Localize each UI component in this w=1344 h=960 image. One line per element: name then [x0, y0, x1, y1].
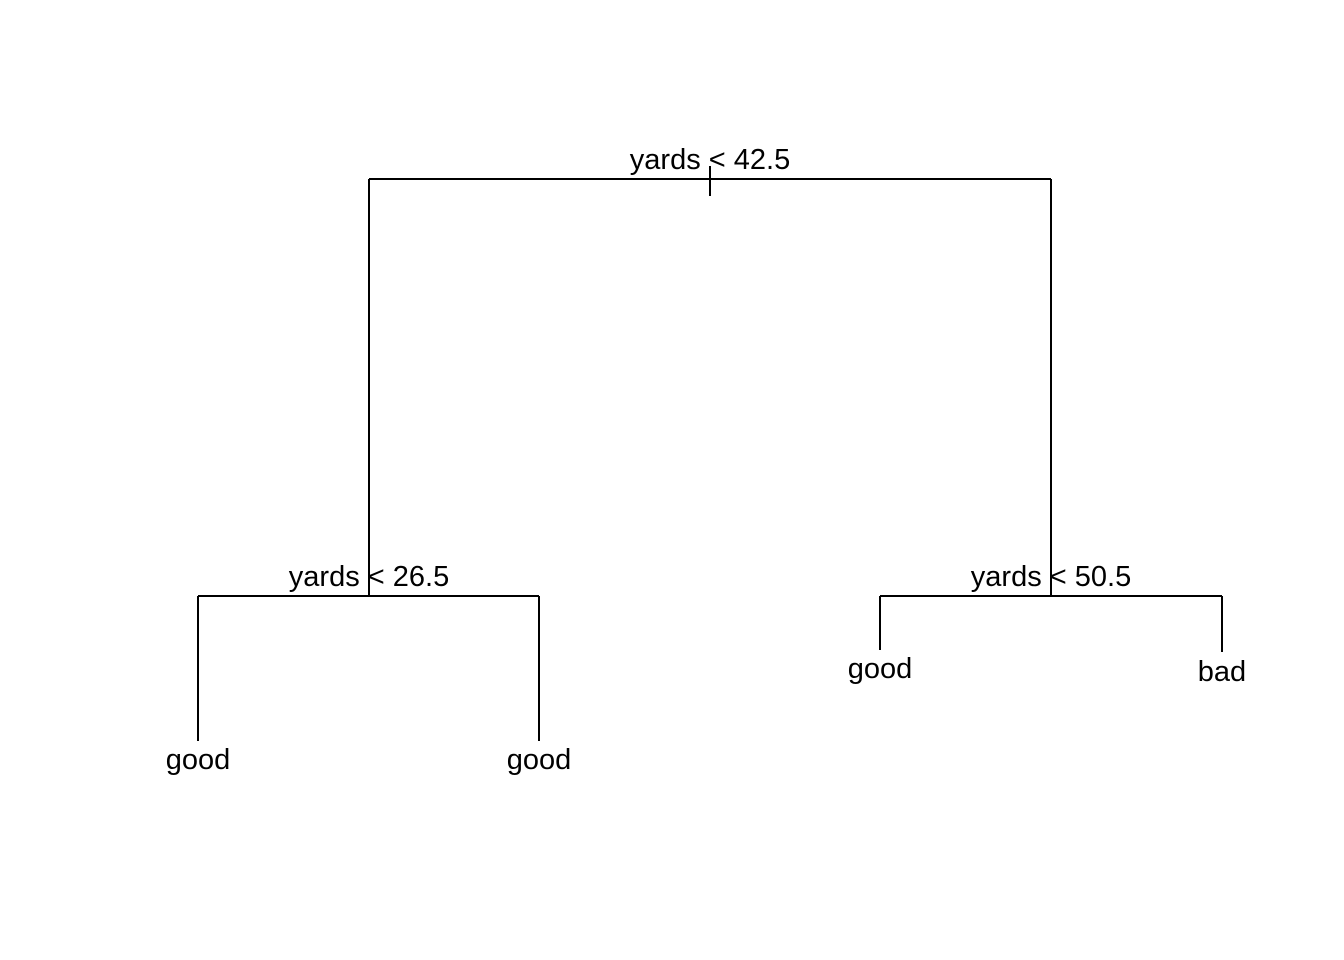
root-split-edges: [368, 166, 1052, 596]
right-split-edges: [879, 595, 1223, 652]
left-split-edges: [197, 595, 540, 741]
leaf-label-left-left: good: [166, 744, 231, 776]
root-split-label: yards < 42.5: [630, 144, 790, 176]
right-split-label: yards < 50.5: [971, 561, 1131, 593]
leaf-label-right-right: bad: [1198, 656, 1246, 688]
leaf-label-left-right: good: [507, 744, 572, 776]
left-split-label: yards < 26.5: [289, 561, 449, 593]
leaf-label-right-left: good: [848, 653, 913, 685]
